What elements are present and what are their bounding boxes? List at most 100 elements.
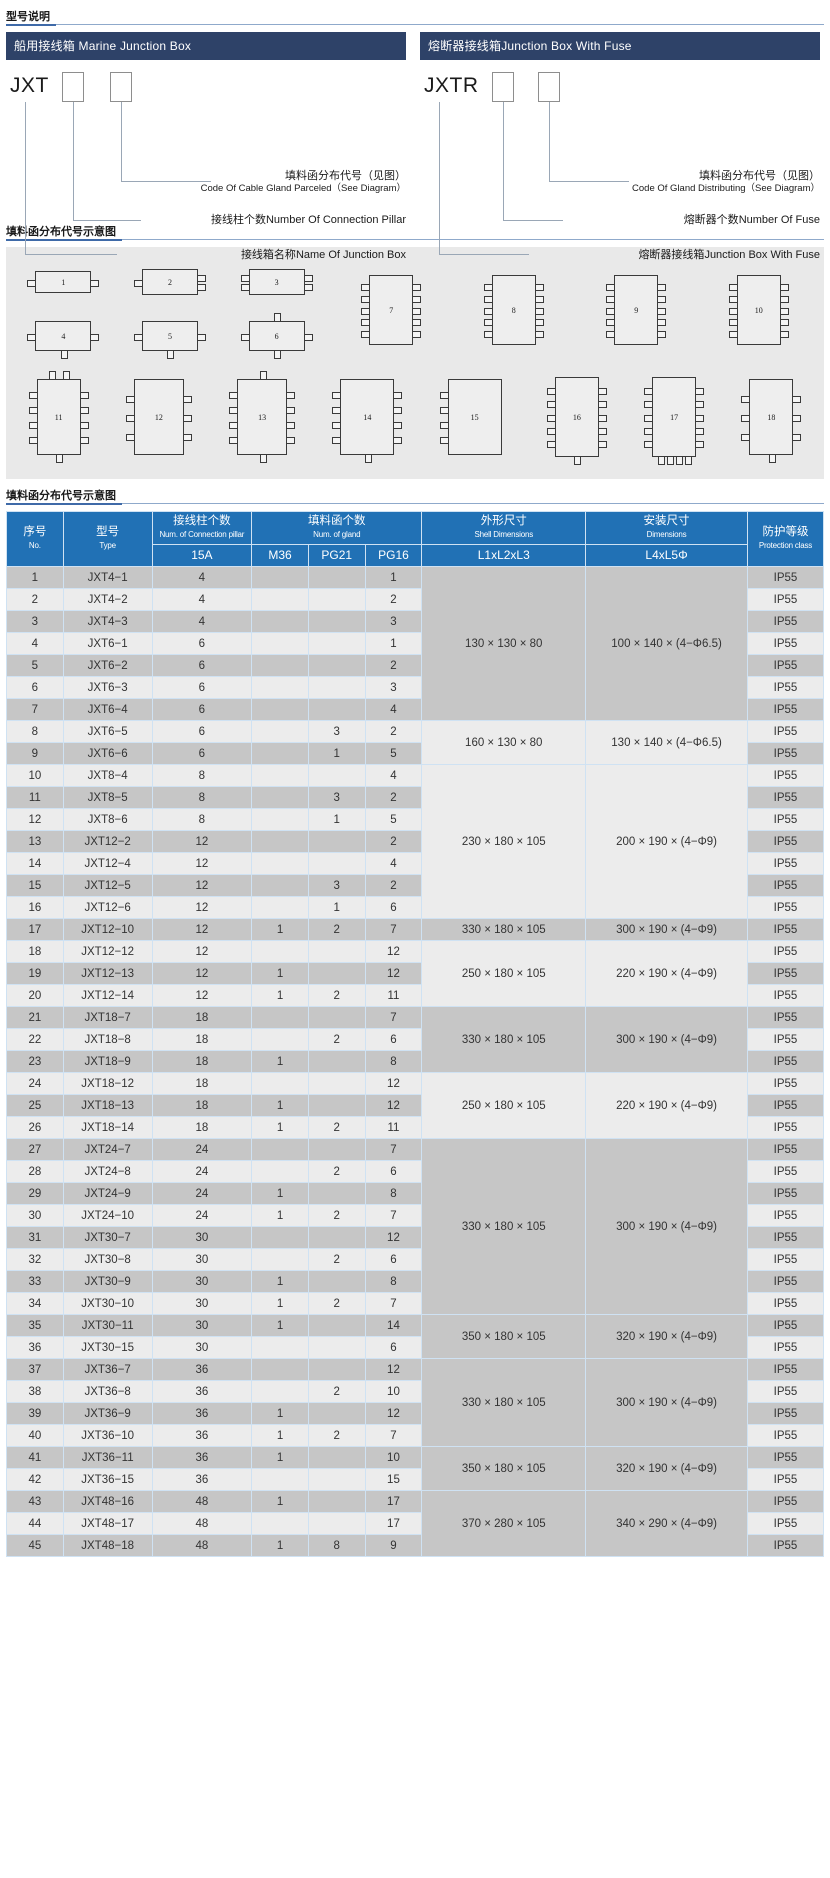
row-no: 34 — [7, 1293, 63, 1314]
row-pg16: 2 — [365, 589, 422, 610]
row-m36 — [252, 853, 308, 874]
table-row: 5 JXT6−2 6 2 IP55 — [7, 655, 823, 676]
gland-unit-11: 11 — [25, 367, 93, 467]
row-m36 — [252, 655, 308, 676]
gland-nub-right — [393, 391, 403, 399]
gland-nub-right — [79, 437, 89, 445]
row-pg16: 2 — [365, 831, 422, 852]
row-type: JXT8−5 — [63, 787, 152, 808]
table-row: 4 JXT6−1 6 1 IP55 — [7, 633, 823, 654]
table-row: 14 JXT12−4 12 4 IP55 — [7, 853, 823, 874]
gland-unit-label: 15 — [470, 412, 479, 422]
row-type: JXT24−8 — [63, 1161, 152, 1182]
row-no: 21 — [7, 1007, 63, 1028]
table-row: 3 JXT4−3 4 3 IP55 — [7, 611, 823, 632]
gland-unit-shell: 7 — [361, 275, 422, 345]
gland-unit-5: 5 — [130, 309, 210, 363]
gland-nub-right — [534, 295, 544, 303]
gland-nub-left — [125, 433, 135, 441]
row-pg21 — [308, 765, 365, 786]
row-type: JXT4−3 — [63, 611, 152, 632]
gland-nub-left — [546, 387, 556, 395]
table-row: 32 JXT30−8 30 2 6 IP55 — [7, 1249, 823, 1270]
table-row: 8 JXT6−5 6 3 2 160 × 130 × 80 130 × 140 × (4−Φ… — [7, 721, 823, 764]
row-type: JXT12−5 — [63, 875, 152, 896]
table-row: 28 JXT24−8 24 2 6 IP55 — [7, 1161, 823, 1182]
row-no: 11 — [7, 787, 63, 808]
row-no: 19 — [7, 963, 63, 984]
row-15a: 6 — [152, 677, 252, 698]
gland-nub-left — [606, 295, 616, 303]
row-pg16: 12 — [365, 1359, 422, 1380]
row-no: 8 — [7, 721, 63, 742]
row-pg16: 12 — [365, 1403, 422, 1424]
table-row: 7 JXT6−4 6 4 IP55 — [7, 699, 823, 720]
gland-nub-left — [361, 307, 371, 315]
gland-nub-bottom — [574, 456, 582, 465]
gland-unit-shell: 10 — [728, 275, 789, 345]
gland-nub-left — [439, 422, 449, 430]
row-pg16: 6 — [365, 1161, 422, 1182]
gland-unit-4: 4 — [23, 309, 103, 363]
row-no: 44 — [7, 1513, 63, 1534]
gland-nub-right — [597, 441, 607, 449]
row-pg21 — [308, 677, 365, 698]
model-code-title-fuse: 熔断器接线箱Junction Box With Fuse — [420, 32, 820, 60]
gland-nub-right — [412, 295, 422, 303]
gland-unit-label: 8 — [511, 305, 516, 315]
row-15a: 48 — [152, 1491, 252, 1512]
gland-nub-left — [741, 395, 751, 403]
row-pg16: 6 — [365, 1249, 422, 1270]
row-type: JXT30−7 — [63, 1227, 152, 1248]
row-shell-dimensions: 350 × 180 × 105 — [422, 1315, 586, 1358]
row-pg21 — [308, 941, 365, 962]
row-no: 16 — [7, 897, 63, 918]
table-row: 38 JXT36−8 36 2 10 IP55 — [7, 1381, 823, 1402]
row-15a: 36 — [152, 1403, 252, 1424]
model-code-body-marine: JXT 填料函分布代号（见图） Code Of Cable Gland Parc… — [6, 60, 406, 261]
gland-unit-shell: 17 — [644, 377, 705, 465]
row-no: 30 — [7, 1205, 63, 1226]
row-type: JXT30−8 — [63, 1249, 152, 1270]
gland-nub-right — [695, 401, 705, 409]
gland-unit-label: 9 — [634, 305, 639, 315]
gland-nub-right — [695, 414, 705, 422]
table-row: 22 JXT18−8 18 2 6 IP55 — [7, 1029, 823, 1050]
gland-nub-left — [606, 284, 616, 292]
row-15a: 30 — [152, 1271, 252, 1292]
row-type: JXT8−4 — [63, 765, 152, 786]
row-15a: 36 — [152, 1425, 252, 1446]
gland-nub-right — [79, 406, 89, 414]
row-pg21: 3 — [308, 721, 365, 742]
row-m36 — [252, 1227, 308, 1248]
gland-unit-shell: 12 — [125, 379, 192, 455]
row-type: JXT12−13 — [63, 963, 152, 984]
row-protection-class: IP55 — [747, 1381, 823, 1402]
gland-nub-left — [728, 307, 738, 315]
gland-diagram-row-3: 11 12 13 14 15 16 17 18 — [10, 365, 820, 469]
row-pg16: 7 — [365, 1293, 422, 1314]
gland-nub-left — [728, 319, 738, 327]
gland-nub-top — [259, 371, 267, 380]
row-m36 — [252, 677, 308, 698]
row-m36: 1 — [252, 963, 308, 984]
section-header-model-desc: 型号说明 — [6, 8, 824, 26]
model-prefix-jxt: JXT — [10, 74, 49, 97]
model-code-body-fuse: JXTR 填料函分布代号（见图） Code Of Gland Distribut… — [420, 60, 820, 261]
gland-nub-left — [229, 437, 239, 445]
row-protection-class: IP55 — [747, 589, 823, 610]
row-type: JXT30−15 — [63, 1337, 152, 1358]
gland-unit-shell: 4 — [27, 321, 100, 359]
row-protection-class: IP55 — [747, 1117, 823, 1138]
row-type: JXT36−10 — [63, 1425, 152, 1446]
model-code-block-marine: 船用接线箱 Marine Junction Box JXT 填料函分布代号（见图… — [6, 32, 406, 261]
row-pg21: 2 — [308, 1161, 365, 1182]
row-pg21: 1 — [308, 743, 365, 764]
gland-nub-right — [779, 295, 789, 303]
table-row: 31 JXT30−7 30 12 IP55 — [7, 1227, 823, 1248]
row-no: 43 — [7, 1491, 63, 1512]
gland-nub-bottom — [274, 350, 282, 359]
row-no: 45 — [7, 1535, 63, 1556]
row-15a: 48 — [152, 1535, 252, 1556]
row-15a: 12 — [152, 963, 252, 984]
